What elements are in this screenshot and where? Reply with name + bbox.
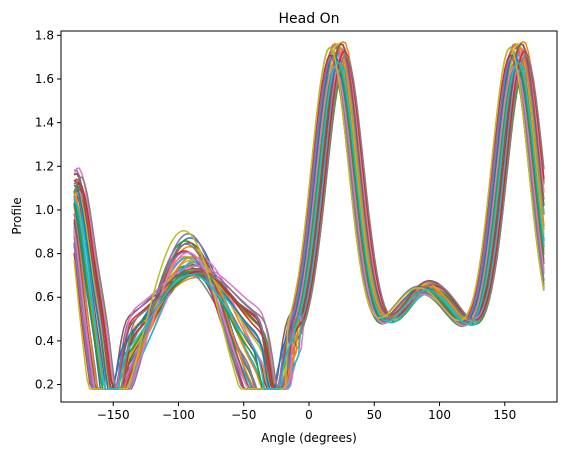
x-tick-label: 100 bbox=[428, 408, 451, 422]
x-axis: −150 −100 −50 0 50 100 150 bbox=[97, 402, 516, 422]
series-line-35 bbox=[73, 58, 545, 390]
y-tick-label: 0.8 bbox=[35, 247, 54, 261]
y-axis: 0.2 0.4 0.6 0.8 1.0 1.2 1.4 1.6 1.8 bbox=[35, 28, 61, 392]
x-tick-label: −50 bbox=[231, 408, 256, 422]
y-tick-label: 1.0 bbox=[35, 203, 54, 217]
y-tick-label: 0.2 bbox=[35, 378, 54, 392]
series-line-39 bbox=[73, 46, 545, 390]
y-tick-label: 0.6 bbox=[35, 290, 54, 304]
series-line-40 bbox=[73, 61, 545, 390]
y-tick-label: 1.4 bbox=[35, 116, 54, 130]
x-tick-label: −150 bbox=[97, 408, 130, 422]
chart-title: Head On bbox=[279, 11, 340, 27]
x-tick-label: 50 bbox=[367, 408, 382, 422]
x-tick-label: 150 bbox=[493, 408, 516, 422]
y-axis-title: Profile bbox=[10, 197, 24, 234]
y-tick-label: 1.2 bbox=[35, 159, 54, 173]
x-tick-label: 0 bbox=[305, 408, 313, 422]
y-tick-label: 1.6 bbox=[35, 72, 54, 86]
series-line-38 bbox=[73, 53, 545, 390]
series-group bbox=[73, 41, 545, 391]
y-tick-label: 0.4 bbox=[35, 334, 54, 348]
x-axis-title: Angle (degrees) bbox=[261, 431, 357, 445]
series-line-37 bbox=[73, 65, 545, 390]
x-tick-label: −100 bbox=[162, 408, 195, 422]
y-tick-label: 1.8 bbox=[35, 28, 54, 42]
